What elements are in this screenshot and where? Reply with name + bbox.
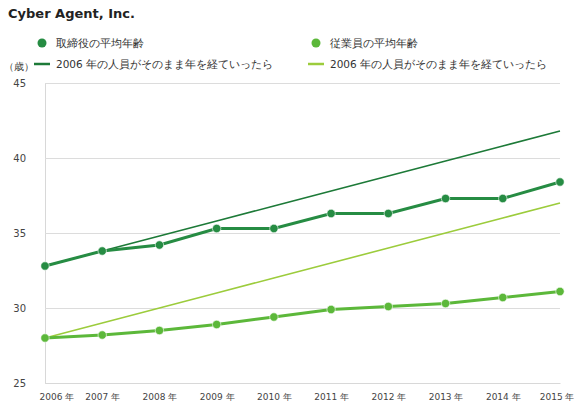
- legend: 取締役の平均年齢2006 年の人員がそのまま年を経ていったら従業員の平均年齢20…: [34, 37, 547, 70]
- point: [155, 326, 163, 334]
- x-tick-label: 2009 年: [200, 392, 235, 402]
- legend-item: 2006 年の人員がそのまま年を経ていったら: [308, 58, 547, 70]
- title: Cyber Agent, Inc.: [8, 6, 135, 21]
- y-tick-label: 35: [13, 228, 26, 239]
- y-axis-label: （歳）: [4, 61, 34, 72]
- grid-line: [45, 308, 560, 309]
- y-tick: 35: [13, 228, 560, 239]
- chart: Cyber Agent, Inc. （歳） 25 30 35 40 45 2006 年 2007…: [0, 0, 579, 408]
- grid-line: [45, 233, 560, 234]
- y-tick-label: 45: [13, 78, 26, 89]
- legend-label: 2006 年の人員がそのまま年を経ていったら: [330, 58, 547, 70]
- point: [441, 299, 449, 307]
- x-tick-label: 2011 年: [314, 392, 349, 402]
- x-tick: 2010 年: [257, 383, 292, 402]
- legend-item: 取締役の平均年齢: [38, 37, 145, 49]
- point: [41, 262, 49, 270]
- point: [441, 194, 449, 202]
- point: [155, 241, 163, 249]
- x-tick: 2006 年: [40, 383, 75, 402]
- plot-area: [41, 131, 564, 342]
- x-tick-label: 2007 年: [85, 392, 120, 402]
- point: [499, 194, 507, 202]
- y-axis: 25 30 35 40 45: [13, 78, 560, 389]
- series-line: [45, 131, 560, 266]
- x-tick: 2012 年: [371, 383, 406, 402]
- x-tick-label: 2008 年: [143, 392, 178, 402]
- series-line: [45, 182, 560, 266]
- x-tick-label: 2013 年: [429, 392, 464, 402]
- grid-line: [45, 158, 560, 159]
- x-tick-label: 2015 年: [540, 392, 575, 402]
- y-tick: 45: [13, 78, 560, 89]
- y-tick-label: 40: [13, 153, 26, 164]
- x-tick: 2015 年: [540, 383, 575, 402]
- x-tick-label: 2014 年: [486, 392, 521, 402]
- x-tick: 2014 年: [486, 383, 521, 402]
- point: [98, 331, 106, 339]
- x-tick: 2009 年: [200, 383, 235, 402]
- series-line: [45, 292, 560, 339]
- point: [384, 209, 392, 217]
- x-tick-label: 2006 年: [40, 392, 75, 402]
- grid-line: [45, 83, 560, 84]
- x-tick-label: 2010 年: [257, 392, 292, 402]
- y-tick: 40: [13, 153, 560, 164]
- x-axis-line: [46, 383, 561, 384]
- x-axis: 2006 年 2007 年 2008 年 2009 年 2010 年 2011 年 2012…: [40, 383, 575, 402]
- x-tick: 2008 年: [143, 383, 178, 402]
- series-line: [45, 203, 560, 338]
- point: [212, 320, 220, 328]
- y-tick-label: 30: [13, 303, 26, 314]
- point: [270, 313, 278, 321]
- y-tick: 30: [13, 303, 560, 314]
- legend-symbol: [38, 39, 47, 48]
- x-tick: 2013 年: [429, 383, 464, 402]
- x-tick-label: 2012 年: [371, 392, 406, 402]
- point: [327, 305, 335, 313]
- y-tick-label: 25: [13, 378, 26, 389]
- point: [384, 302, 392, 310]
- point: [327, 209, 335, 217]
- point: [98, 247, 106, 255]
- legend-label: 取締役の平均年齢: [56, 37, 144, 49]
- legend-symbol: [312, 39, 321, 48]
- point: [41, 334, 49, 342]
- legend-symbol: [34, 63, 50, 66]
- point: [270, 224, 278, 232]
- point: [212, 224, 220, 232]
- legend-label: 従業員の平均年齢: [330, 37, 418, 49]
- point: [499, 293, 507, 301]
- legend-symbol: [308, 63, 324, 66]
- x-tick: 2007 年: [85, 383, 120, 402]
- point: [556, 287, 564, 295]
- x-tick: 2011 年: [314, 383, 349, 402]
- legend-item: 2006 年の人員がそのまま年を経ていったら: [34, 58, 273, 70]
- legend-label: 2006 年の人員がそのまま年を経ていったら: [56, 58, 273, 70]
- grid-line: [45, 383, 560, 384]
- y-tick: 25: [13, 378, 560, 389]
- point: [556, 178, 564, 186]
- legend-item: 従業員の平均年齢: [312, 37, 419, 49]
